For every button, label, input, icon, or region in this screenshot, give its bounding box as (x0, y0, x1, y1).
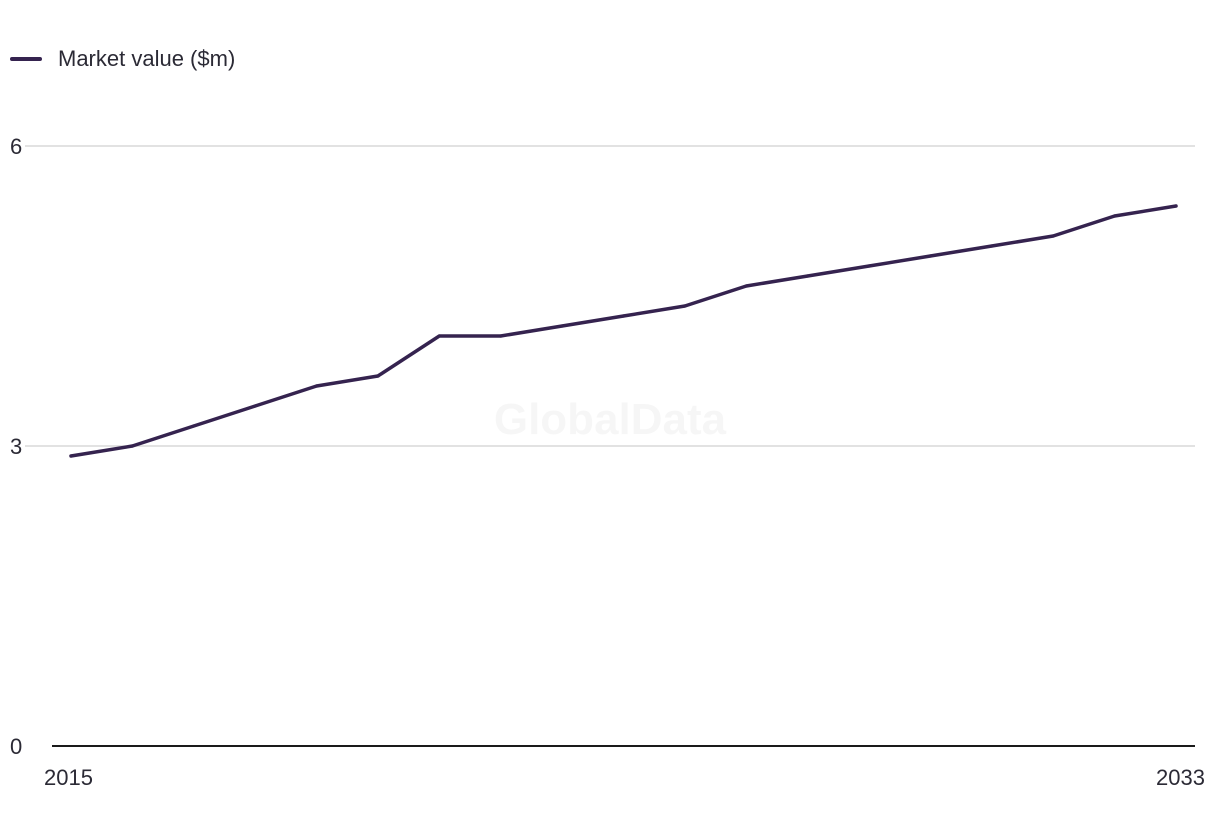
data-point (990, 244, 994, 248)
data-point (621, 314, 626, 318)
data-point (928, 254, 933, 258)
data-point (867, 264, 871, 268)
y-tick-label: 6 (10, 134, 22, 159)
data-point (1174, 204, 1178, 208)
data-point (376, 374, 380, 378)
data-point (192, 424, 196, 428)
data-point (69, 454, 73, 458)
data-point (1113, 214, 1117, 218)
x-tick-label: 2033 (1156, 765, 1205, 790)
data-point (253, 404, 257, 408)
y-tick-label: 3 (10, 434, 22, 459)
x-tick-label: 2015 (44, 765, 93, 790)
data-point (744, 284, 748, 288)
legend-swatch (10, 57, 42, 61)
data-point (314, 384, 319, 388)
legend-label: Market value ($m) (58, 46, 236, 71)
y-tick-label: 0 (10, 734, 22, 759)
tick-layer: 0 3 6 2015 2033 (10, 134, 1205, 790)
data-point (560, 324, 564, 328)
watermark: GlobalData (494, 395, 727, 444)
data-point (1051, 234, 1055, 238)
data-point (806, 274, 810, 278)
grid-layer (25, 145, 1195, 747)
data-point (437, 334, 441, 338)
chart-legend: Market value ($m) (10, 46, 235, 72)
data-point (499, 334, 503, 338)
data-point (683, 304, 687, 308)
series-layer (69, 204, 1178, 458)
data-point (130, 444, 134, 448)
